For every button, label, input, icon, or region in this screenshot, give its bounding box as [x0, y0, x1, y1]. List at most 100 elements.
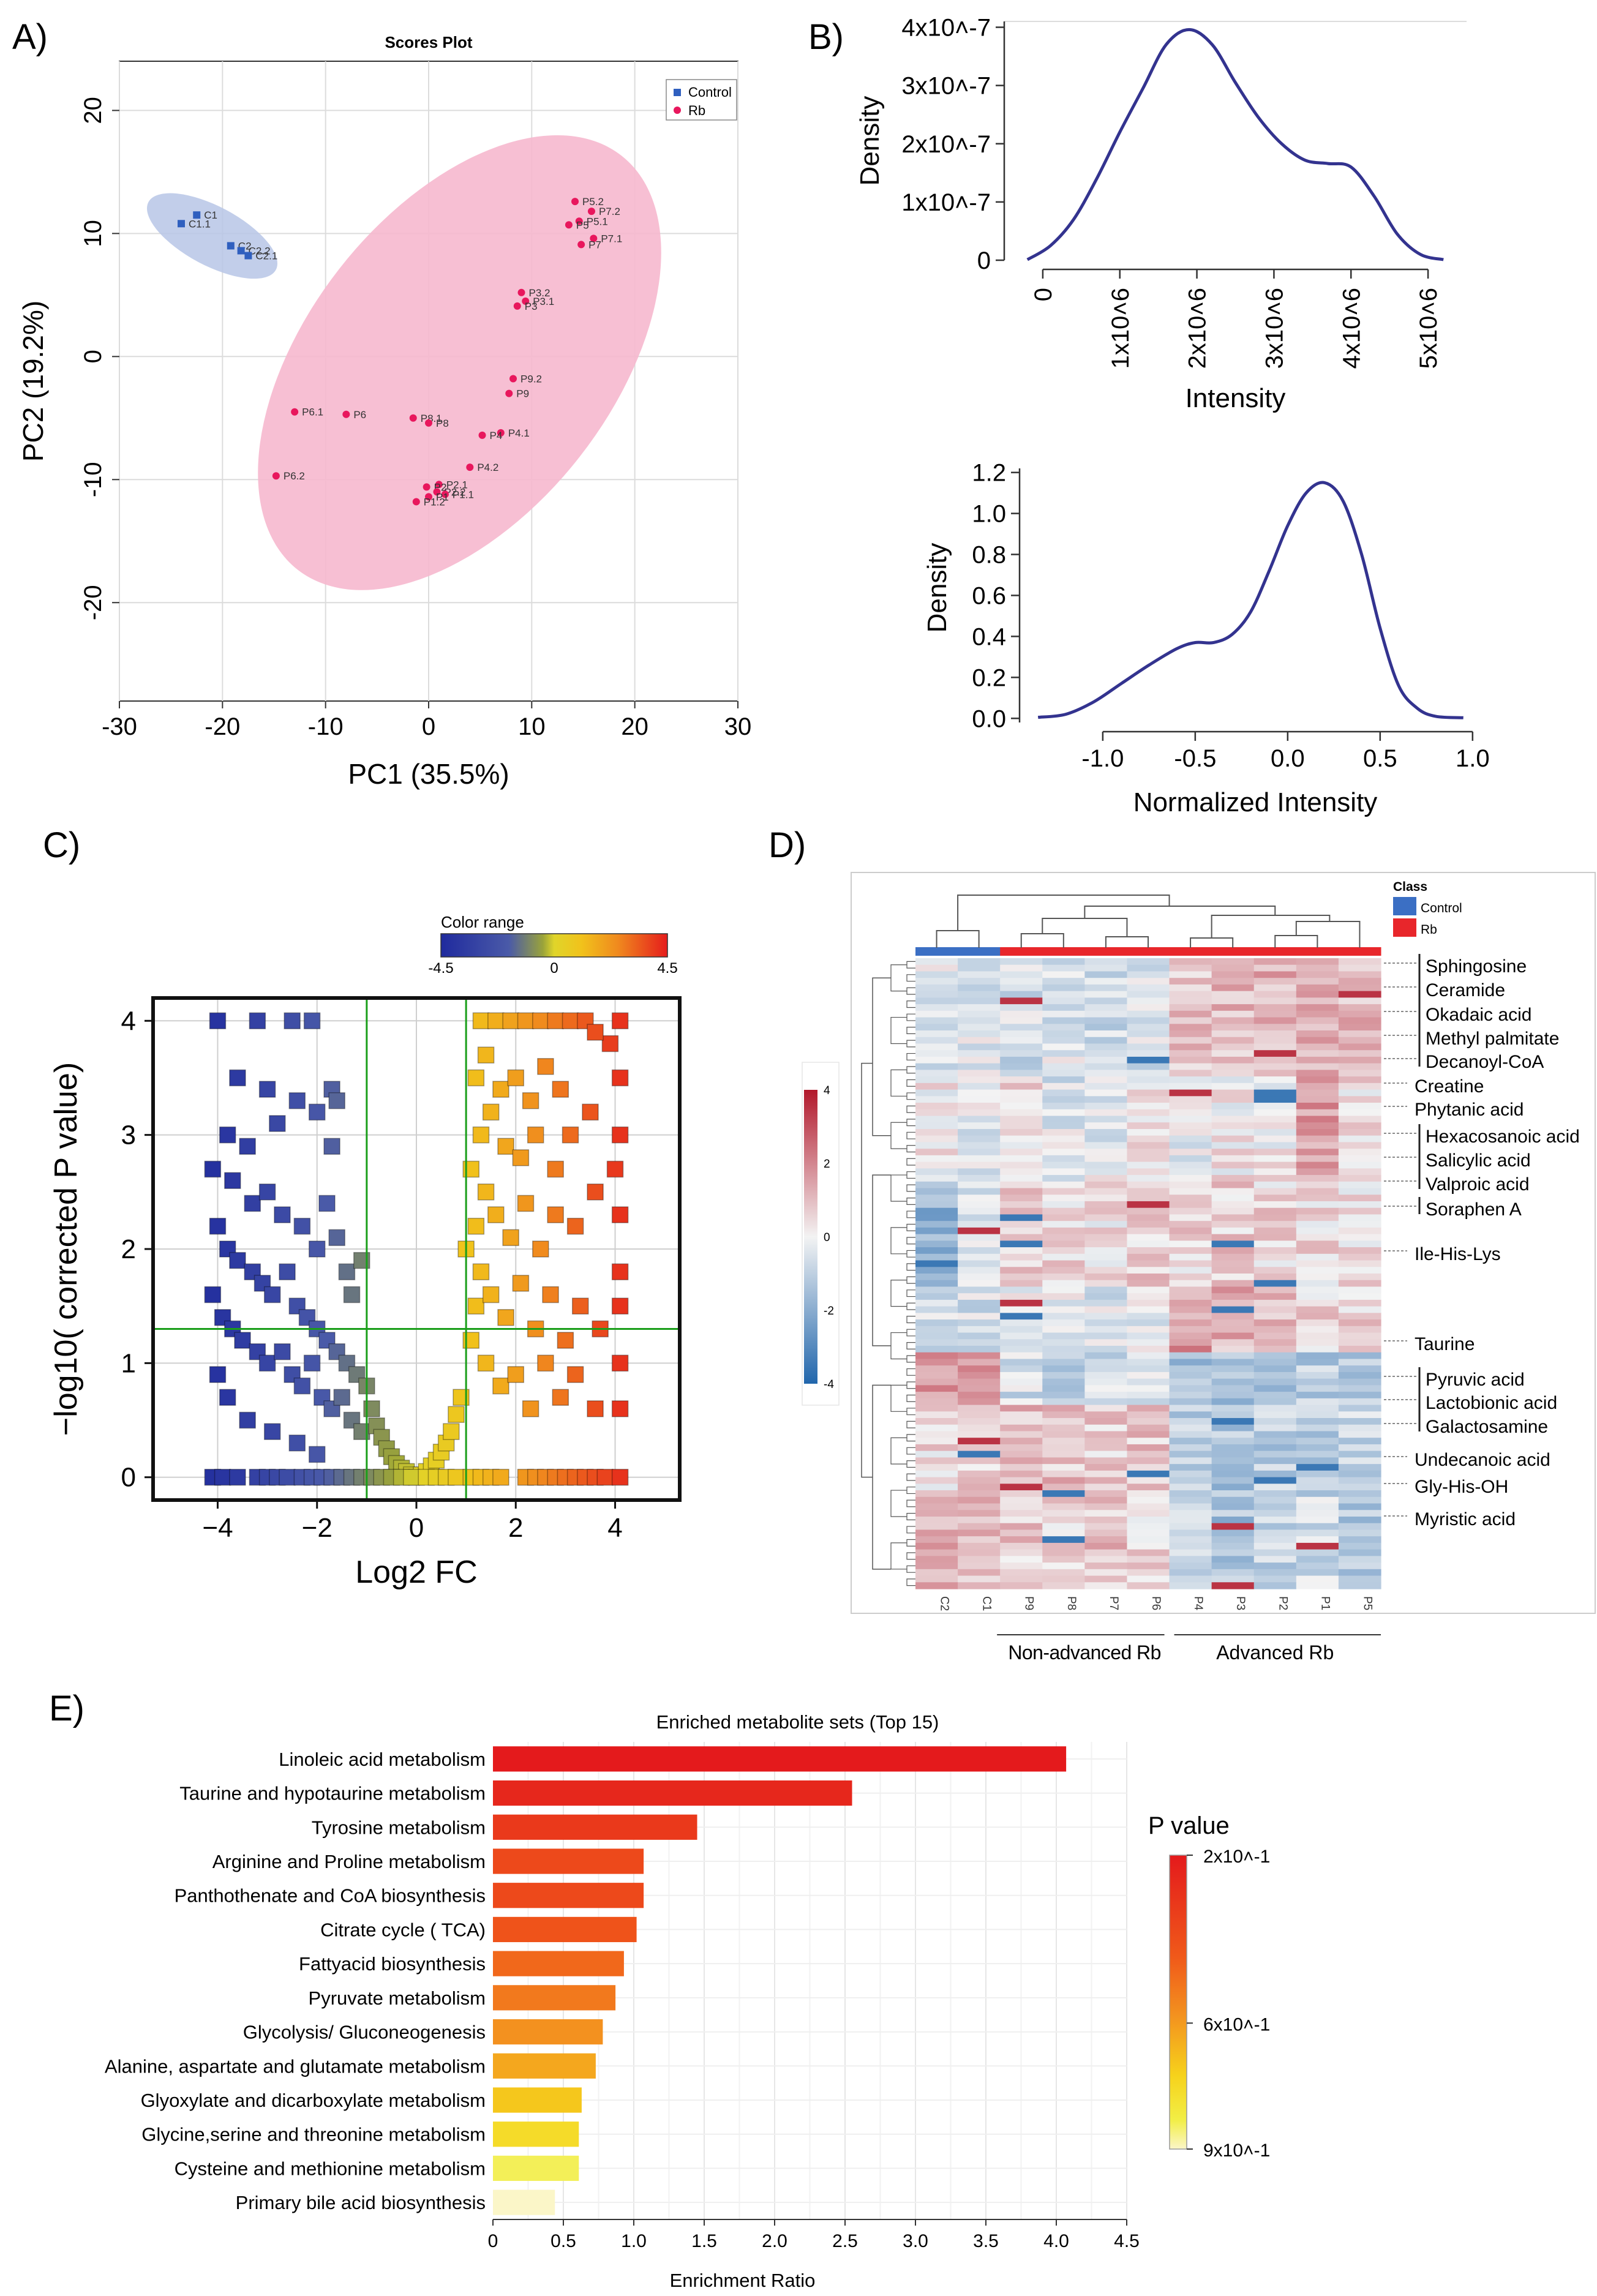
- heatmap-cell: [1000, 1516, 1043, 1524]
- row-dendrogram-branch: [890, 1542, 907, 1570]
- heatmap-cell: [1211, 1168, 1255, 1176]
- heatmap-cell: [1084, 1188, 1128, 1195]
- heatmap-cell: [1169, 997, 1212, 1005]
- heatmap-cell: [1169, 1371, 1212, 1379]
- heatmap-cell: [1084, 1346, 1128, 1353]
- heatmap-cell: [1084, 1575, 1128, 1583]
- heatmap-cell: [1169, 1319, 1212, 1327]
- class-bar-cell: [915, 947, 958, 956]
- heatmap-cell: [1296, 1135, 1339, 1143]
- heatmap-cell: [1338, 1484, 1381, 1491]
- volcano-point: [229, 1069, 246, 1087]
- volcano-point: [532, 1240, 549, 1258]
- heatmap-cell: [958, 1496, 1001, 1504]
- heatmap-cell: [1000, 1359, 1043, 1366]
- heatmap-cell: [915, 1378, 958, 1386]
- heatmap-cell: [1084, 1365, 1128, 1373]
- heatmap-cell: [1000, 1326, 1043, 1334]
- heatmap-cell: [1084, 1438, 1128, 1445]
- x-tick-label: 20: [621, 713, 648, 740]
- heatmap-cell: [1000, 1109, 1043, 1117]
- heatmap-cell: [1127, 1536, 1170, 1544]
- heatmap-cell: [1127, 1030, 1170, 1038]
- density-curve: [1037, 481, 1464, 719]
- metabolite-annotation: Gly-His-OH: [1415, 1477, 1508, 1497]
- heatmap-cell: [1084, 1207, 1128, 1215]
- heatmap-cell: [1042, 1181, 1085, 1189]
- enrichment-bar: [493, 2053, 596, 2079]
- heatmap-cell: [958, 1122, 1001, 1130]
- heatmap-cell: [1253, 1175, 1297, 1182]
- heatmap-cell: [915, 1352, 958, 1360]
- heatmap-cell: [915, 1444, 958, 1452]
- column-label: P1: [1318, 1596, 1331, 1610]
- heatmap-cell: [1211, 1221, 1255, 1228]
- heatmap-cell: [1338, 1168, 1381, 1176]
- heatmap-cell: [1084, 964, 1128, 972]
- heatmap-cell: [1084, 1490, 1128, 1498]
- metabolite-annotation: Myristic acid: [1415, 1509, 1516, 1529]
- heatmap-cell: [1169, 964, 1212, 972]
- heatmap-cell: [1296, 971, 1339, 978]
- y-tick-label: 20: [80, 97, 107, 124]
- heatmap-cell: [915, 1050, 958, 1057]
- heatmap-cell: [1338, 984, 1381, 992]
- heatmap-cell: [1211, 1563, 1255, 1570]
- volcano-point: [204, 1160, 222, 1178]
- heatmap-cell: [1084, 1109, 1128, 1117]
- heatmap-cell: [915, 1142, 958, 1149]
- row-dendrogram-branch: [906, 1210, 915, 1218]
- row-dendrogram-branch: [906, 1394, 915, 1402]
- heatmap-cell: [1338, 1450, 1381, 1458]
- heatmap-cell: [1084, 1201, 1128, 1209]
- heatmap-cell: [1127, 1346, 1170, 1353]
- heatmap-cell: [1253, 978, 1297, 985]
- heatmap-cell: [1169, 1398, 1212, 1406]
- heatmap-cell: [1042, 1240, 1085, 1248]
- heatmap-cell: [915, 1227, 958, 1235]
- heatmap-cell: [1042, 1168, 1085, 1176]
- heatmap-cell: [1084, 1175, 1128, 1182]
- row-dendrogram-branch: [906, 1289, 915, 1297]
- heatmap-cell: [1338, 1503, 1381, 1510]
- heatmap-cell: [1084, 1549, 1128, 1556]
- heatmap-cell: [915, 1516, 958, 1524]
- heatmap-cell: [1338, 1556, 1381, 1563]
- heatmap-cell: [1084, 1030, 1128, 1038]
- heatmap-cell: [1000, 1332, 1043, 1340]
- column-label: P8: [1065, 1596, 1078, 1610]
- row-dendrogram-branch: [890, 1069, 907, 1097]
- heatmap-cell: [1084, 1227, 1128, 1235]
- heatmap-cell: [1338, 1247, 1381, 1255]
- heatmap-cell: [915, 1438, 958, 1445]
- heatmap-cell: [915, 1109, 958, 1117]
- heatmap-cell: [1338, 1135, 1381, 1143]
- heatmap-cell: [1042, 1549, 1085, 1556]
- heatmap-cell: [1338, 1109, 1381, 1117]
- heatmap-cell: [1000, 1096, 1043, 1103]
- heatmap-cell: [1169, 1418, 1212, 1425]
- point-label: P4.2: [477, 462, 498, 473]
- heatmap-cell: [1127, 1155, 1170, 1163]
- heatmap-cell: [1296, 1444, 1339, 1452]
- y-tick-label: 1.0: [972, 501, 1006, 528]
- heatmap-cell: [958, 1253, 1001, 1261]
- heatmap-cell: [915, 1017, 958, 1024]
- heatmap-cell: [1211, 1017, 1255, 1024]
- x-tick-label: 4.0: [1043, 2231, 1069, 2251]
- heatmap-cell: [1296, 1319, 1339, 1327]
- column-dendrogram-branch: [1295, 921, 1361, 948]
- column-label: P4: [1192, 1596, 1204, 1611]
- heatmap-cell: [958, 1424, 1001, 1432]
- rb-point: [509, 375, 517, 383]
- heatmap-cell: [1211, 1299, 1255, 1307]
- heatmap-cell: [1042, 1490, 1085, 1498]
- volcano-point: [467, 1217, 485, 1235]
- heatmap-cell: [1211, 1444, 1255, 1452]
- x-tick-label: 4: [607, 1513, 622, 1543]
- heatmap-cell: [958, 1116, 1001, 1123]
- volcano-point: [472, 1126, 490, 1144]
- heatmap-cell: [1211, 1024, 1255, 1031]
- volcano-point: [288, 1435, 306, 1452]
- heatmap-cell: [1127, 1056, 1170, 1064]
